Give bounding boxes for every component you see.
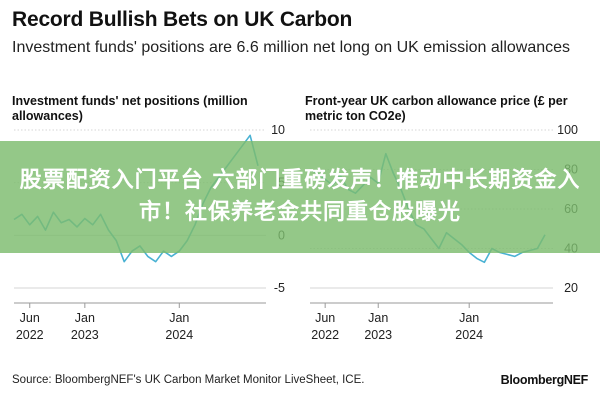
left-x-tick-month: Jan	[75, 311, 95, 325]
left-panel-title: Investment funds' net positions (million…	[12, 94, 248, 123]
right-x-tick-year: 2022	[311, 328, 339, 342]
right-panel-title: Front-year UK carbon allowance price (£ …	[305, 94, 568, 123]
brand-logo: BloombergNEF	[500, 373, 589, 387]
right-x-tick-year: 2024	[455, 328, 483, 342]
overlay-banner	[0, 141, 600, 253]
source-note: Source: BloombergNEF's UK Carbon Market …	[12, 374, 365, 386]
right-x-tick-month: Jan	[368, 311, 388, 325]
overlay-banner-text: 股票配资入门平台 六部门重磅发声！推动中长期资金入市！社保养老金共同重仓股曝光	[19, 168, 581, 225]
right-y-tick-label: 20	[564, 281, 578, 295]
left-x-tick-month: Jun	[20, 311, 40, 325]
left-x-tick-month: Jan	[169, 311, 189, 325]
right-y-tick-label: 100	[557, 123, 578, 137]
left-y-tick-label: -5	[274, 281, 285, 295]
chart-headline: Record Bullish Bets on UK Carbon	[12, 8, 353, 31]
left-x-tick-year: 2024	[165, 328, 193, 342]
left-x-tick-year: 2022	[16, 328, 44, 342]
right-x-tick-month: Jun	[315, 311, 335, 325]
right-x-tick-year: 2023	[364, 328, 392, 342]
left-x-tick-year: 2023	[71, 328, 99, 342]
chart-subheadline: Investment funds' positions are 6.6 mill…	[12, 39, 571, 56]
left-y-tick-label: 10	[271, 123, 285, 137]
right-x-tick-month: Jan	[459, 311, 479, 325]
